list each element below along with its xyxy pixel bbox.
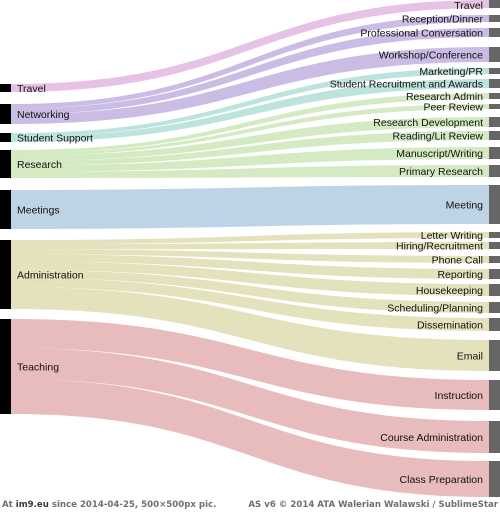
activity-bar-reception-dinner [489,15,500,22]
activity-bar-research-admin [489,93,500,99]
activity-bar-reporting [489,269,500,279]
flow-research-development [11,117,489,161]
flow-class-preparation [11,379,489,497]
activity-bar-letter-writing [489,232,500,238]
activity-bar-email [489,340,500,371]
category-bar-teaching [0,319,11,414]
category-bar-student-support [0,133,11,142]
flow-letter-writing [11,232,489,245]
flow-course-administration [11,348,489,453]
flow-instruction [11,319,489,410]
activity-label-course-administration: Course Administration [380,432,483,444]
flow-hiring-recruitment [11,242,489,250]
activity-label-dissemination: Dissemination [417,320,483,332]
activity-label-email: Email [457,351,483,363]
activity-bar-housekeeping [489,284,500,296]
flow-dissemination [11,277,489,331]
activity-bar-dissemination [489,318,500,331]
sankey-diagram: Travel Networking Student Support Research M… [0,0,500,497]
activity-bar-meeting [489,185,500,224]
activity-bar-hiring-recruitment [489,242,500,249]
flow-peer-review [11,104,489,156]
category-bar-administration [0,240,11,309]
flow-workshop-conference [11,47,489,124]
activity-label-class-preparation: Class Preparation [400,474,484,486]
activity-label-letter-writing: Letter Writing [421,230,483,242]
category-label-networking: Networking [17,109,70,121]
activity-label-workshop-conference: Workshop/Conference [379,50,483,62]
flow-primary-research [11,165,489,178]
activity-label-reading-lit-review: Reading/Lit Review [393,131,484,143]
category-label-administration: Administration [17,270,84,282]
activity-label-hiring-recruitment: Hiring/Recruitment [396,241,483,253]
activity-label-professional-conversation: Professional Conversation [360,28,483,40]
activity-bar-student-recruitment-and-awards [489,79,500,88]
footer-host-text: At im9.eu since 2014-04-25, 500×500px pi… [2,500,217,510]
activity-bar-scheduling-planning [489,302,500,313]
activity-label-phone-call: Phone Call [432,255,483,267]
category-label-research: Research [17,159,62,171]
category-label-travel: Travel [17,83,46,95]
activity-bar-primary-research [489,165,500,177]
flow-reading-lit-review [11,131,489,166]
category-bar-meetings [0,190,11,229]
activity-label-research-admin: Research Admin [406,91,483,103]
flow-professional-conversation [11,28,489,115]
flow-housekeeping [11,261,489,296]
flow-reception-dinner [11,15,489,109]
flow-phone-call [11,249,489,263]
node-labels: Travel Networking Student Support Research M… [17,0,483,486]
flow-meeting [11,185,489,229]
image-host-footer: At im9.eu since 2014-04-25, 500×500px pi… [0,497,500,512]
activity-label-student-recruitment-and-awards: Student Recruitment and Awards [330,79,483,91]
activity-bar-class-preparation [489,461,500,497]
activity-bar-course-administration [489,421,500,453]
activity-label-scheduling-planning: Scheduling/Planning [387,303,483,315]
activity-label-housekeeping: Housekeeping [416,285,483,297]
category-label-teaching: Teaching [17,362,59,374]
flow-email [11,286,489,371]
flow-links [11,0,489,497]
activity-bar-peer-review [489,104,500,109]
activity-bar-reading-lit-review [489,131,500,140]
flow-reporting [11,254,489,279]
flow-scheduling-planning [11,269,489,313]
activity-label-travel: Travel [454,0,483,12]
activity-label-instruction: Instruction [435,390,484,402]
category-bar-travel [0,84,11,92]
activity-label-marketing-pr: Marketing/PR [419,66,483,78]
activity-bar-instruction [489,380,500,410]
category-label-meetings: Meetings [17,205,60,217]
category-bar-networking [0,104,11,124]
activity-label-manuscript-writing: Manuscript/Writing [396,148,483,160]
flow-student-recruitment-and-awards [11,79,489,142]
category-bar-research [0,150,11,178]
activity-label-meeting: Meeting [446,200,484,212]
footer-credit: AS v6 © 2014 ATA Walerian Walawski / Sub… [248,500,498,510]
activity-label-peer-review: Peer Review [423,102,483,114]
activity-bars [489,0,500,497]
flow-marketing-pr [11,68,489,137]
activity-bar-professional-conversation [489,28,500,37]
category-bars [0,84,11,414]
activity-bar-travel [489,0,500,8]
activity-label-reception-dinner: Reception/Dinner [402,14,484,26]
footer-site-link[interactable]: im9.eu [15,500,49,510]
activity-bar-workshop-conference [489,47,500,62]
activity-bar-marketing-pr [489,68,500,74]
activity-bar-phone-call [489,256,500,263]
flow-research-admin [11,93,489,154]
activity-label-primary-research: Primary Research [399,166,483,178]
activity-bar-manuscript-writing [489,147,500,159]
activity-bar-research-development [489,117,500,127]
flow-travel [11,0,489,92]
activity-label-reporting: Reporting [437,269,483,281]
category-label-student-support: Student Support [17,133,93,145]
activity-label-research-development: Research Development [373,117,483,129]
flow-manuscript-writing [11,147,489,172]
